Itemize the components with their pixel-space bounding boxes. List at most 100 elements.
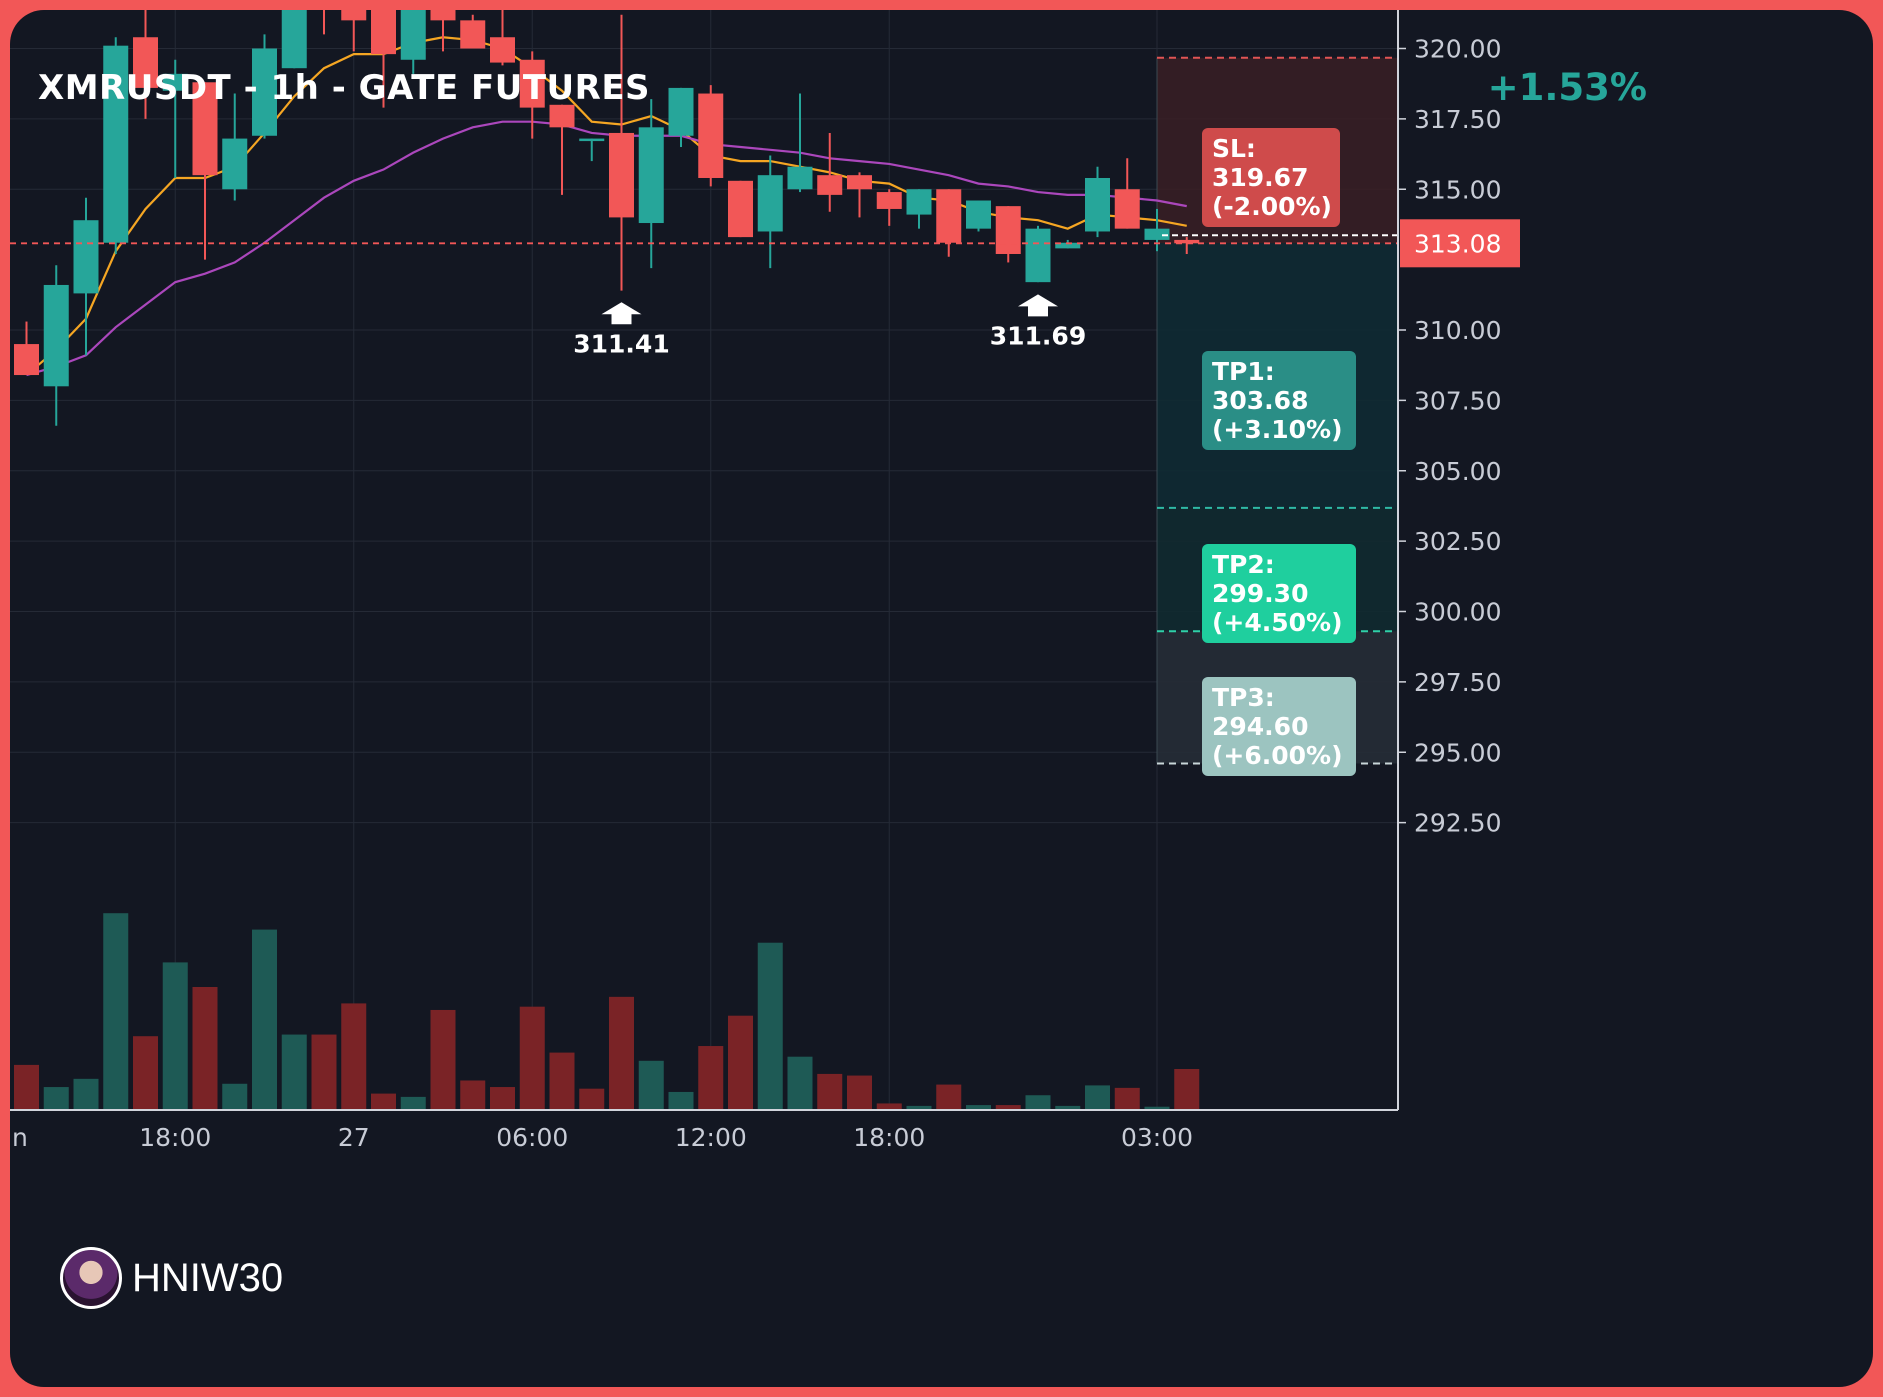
candle-body — [995, 206, 1021, 254]
candle-body — [698, 93, 724, 178]
candle — [1174, 237, 1200, 254]
candle-body — [1174, 239, 1200, 244]
volume-bar — [103, 913, 129, 1110]
level-label-3: TP3: 294.60 (+6.00%) — [1202, 677, 1356, 777]
annotation: 311.41 — [573, 302, 670, 358]
annotation: 311.69 — [990, 294, 1086, 350]
candle — [460, 14, 486, 49]
candle-body — [757, 175, 783, 232]
candle-body — [430, 10, 456, 21]
arrow-up-icon — [1018, 294, 1058, 317]
candle-body — [728, 180, 753, 238]
volume-bar — [757, 942, 783, 1110]
level-name: TP2: 299.30 — [1212, 549, 1309, 608]
volume-bar — [73, 1078, 99, 1110]
volume-bar — [817, 1073, 843, 1110]
candle — [133, 10, 158, 119]
volume-bar — [966, 1105, 991, 1110]
y-tick-label: 292.50 — [1414, 809, 1501, 838]
candle-body — [133, 37, 158, 88]
volume-bar — [1085, 1085, 1110, 1110]
chart-title: XMRUSDT - 1h - GATE FUTURES — [38, 68, 651, 108]
x-tick-label: 03:00 — [1121, 1123, 1193, 1152]
volume-bar — [936, 1084, 962, 1110]
volume-bar — [222, 1083, 248, 1110]
y-tick-label: 295.00 — [1414, 738, 1501, 767]
volume-bar — [400, 1096, 426, 1110]
candle-body — [1055, 242, 1081, 249]
volume-bar — [490, 1087, 515, 1110]
candle — [222, 93, 248, 201]
candle — [103, 37, 129, 254]
volume-bar — [341, 1003, 367, 1110]
volume-bar — [728, 1015, 753, 1110]
candle-body — [103, 45, 129, 243]
volume-bar — [579, 1088, 605, 1110]
candle — [252, 34, 277, 139]
moving-averages — [25, 36, 1187, 377]
candle-body — [847, 175, 872, 190]
volume-bar — [14, 1064, 39, 1110]
candle — [757, 155, 783, 269]
x-tick-label: 18:00 — [139, 1123, 211, 1152]
volume-bar — [995, 1105, 1021, 1110]
candle — [817, 132, 843, 212]
y-tick-label: 317.50 — [1414, 105, 1501, 134]
volume-bar — [906, 1105, 932, 1110]
candle-body — [1085, 177, 1110, 232]
candle — [698, 85, 724, 187]
candle-body — [490, 37, 515, 63]
y-tick-label: 300.00 — [1414, 598, 1501, 627]
y-tick-label: 315.00 — [1414, 175, 1501, 204]
candle — [281, 10, 307, 69]
candle — [162, 59, 188, 178]
price-axis: 330.00327.50325.00322.50320.00317.50315.… — [1397, 10, 1520, 1110]
candle-body — [906, 189, 932, 215]
candle-body — [341, 10, 367, 21]
volume-bar — [638, 1060, 664, 1110]
candle-body — [787, 166, 813, 190]
y-tick-label: 320.00 — [1414, 35, 1501, 64]
candle — [430, 10, 456, 52]
candle — [323, 10, 325, 35]
candle — [490, 10, 515, 66]
candle-body — [579, 138, 605, 142]
avatar — [60, 1247, 122, 1309]
candle-body — [817, 175, 843, 195]
candle-body — [966, 200, 991, 229]
candles[interactable] — [14, 10, 1200, 426]
x-tick-label: 18:00 — [853, 1123, 925, 1152]
volume-bar — [460, 1080, 486, 1110]
candle-body — [519, 59, 545, 108]
volume-bar — [847, 1075, 872, 1110]
candle — [341, 10, 367, 52]
time-axis: n 18:00 27 06:00 12:00 18:00 03:00 — [10, 1109, 1398, 1152]
candle — [966, 200, 991, 232]
volume-bar — [162, 962, 188, 1110]
volume-bar — [668, 1091, 694, 1110]
y-tick-label: 302.50 — [1414, 527, 1501, 556]
candle — [192, 82, 218, 260]
watermark: HNIW30 — [60, 1247, 283, 1309]
level-label-0: SL: 319.67 (-2.00%) — [1202, 127, 1340, 227]
current-price-badge — [1400, 219, 1520, 268]
candle — [638, 99, 664, 269]
candle-body — [638, 127, 664, 224]
level-name: TP3: 294.60 — [1212, 683, 1309, 742]
y-tick-label: 310.00 — [1414, 316, 1501, 345]
candle-body — [73, 220, 99, 294]
candle — [995, 206, 1021, 263]
y-tick-label: 307.50 — [1414, 386, 1501, 415]
candle — [1085, 166, 1110, 238]
candle-body — [400, 10, 426, 60]
candle-body — [222, 138, 248, 190]
candle — [906, 189, 932, 229]
x-tick-label: 12:00 — [675, 1123, 747, 1152]
candle — [609, 14, 634, 291]
candle — [1025, 225, 1051, 283]
candle-body — [1114, 189, 1140, 229]
volume-bars — [14, 913, 1200, 1110]
ma-slow-line — [26, 120, 1187, 377]
